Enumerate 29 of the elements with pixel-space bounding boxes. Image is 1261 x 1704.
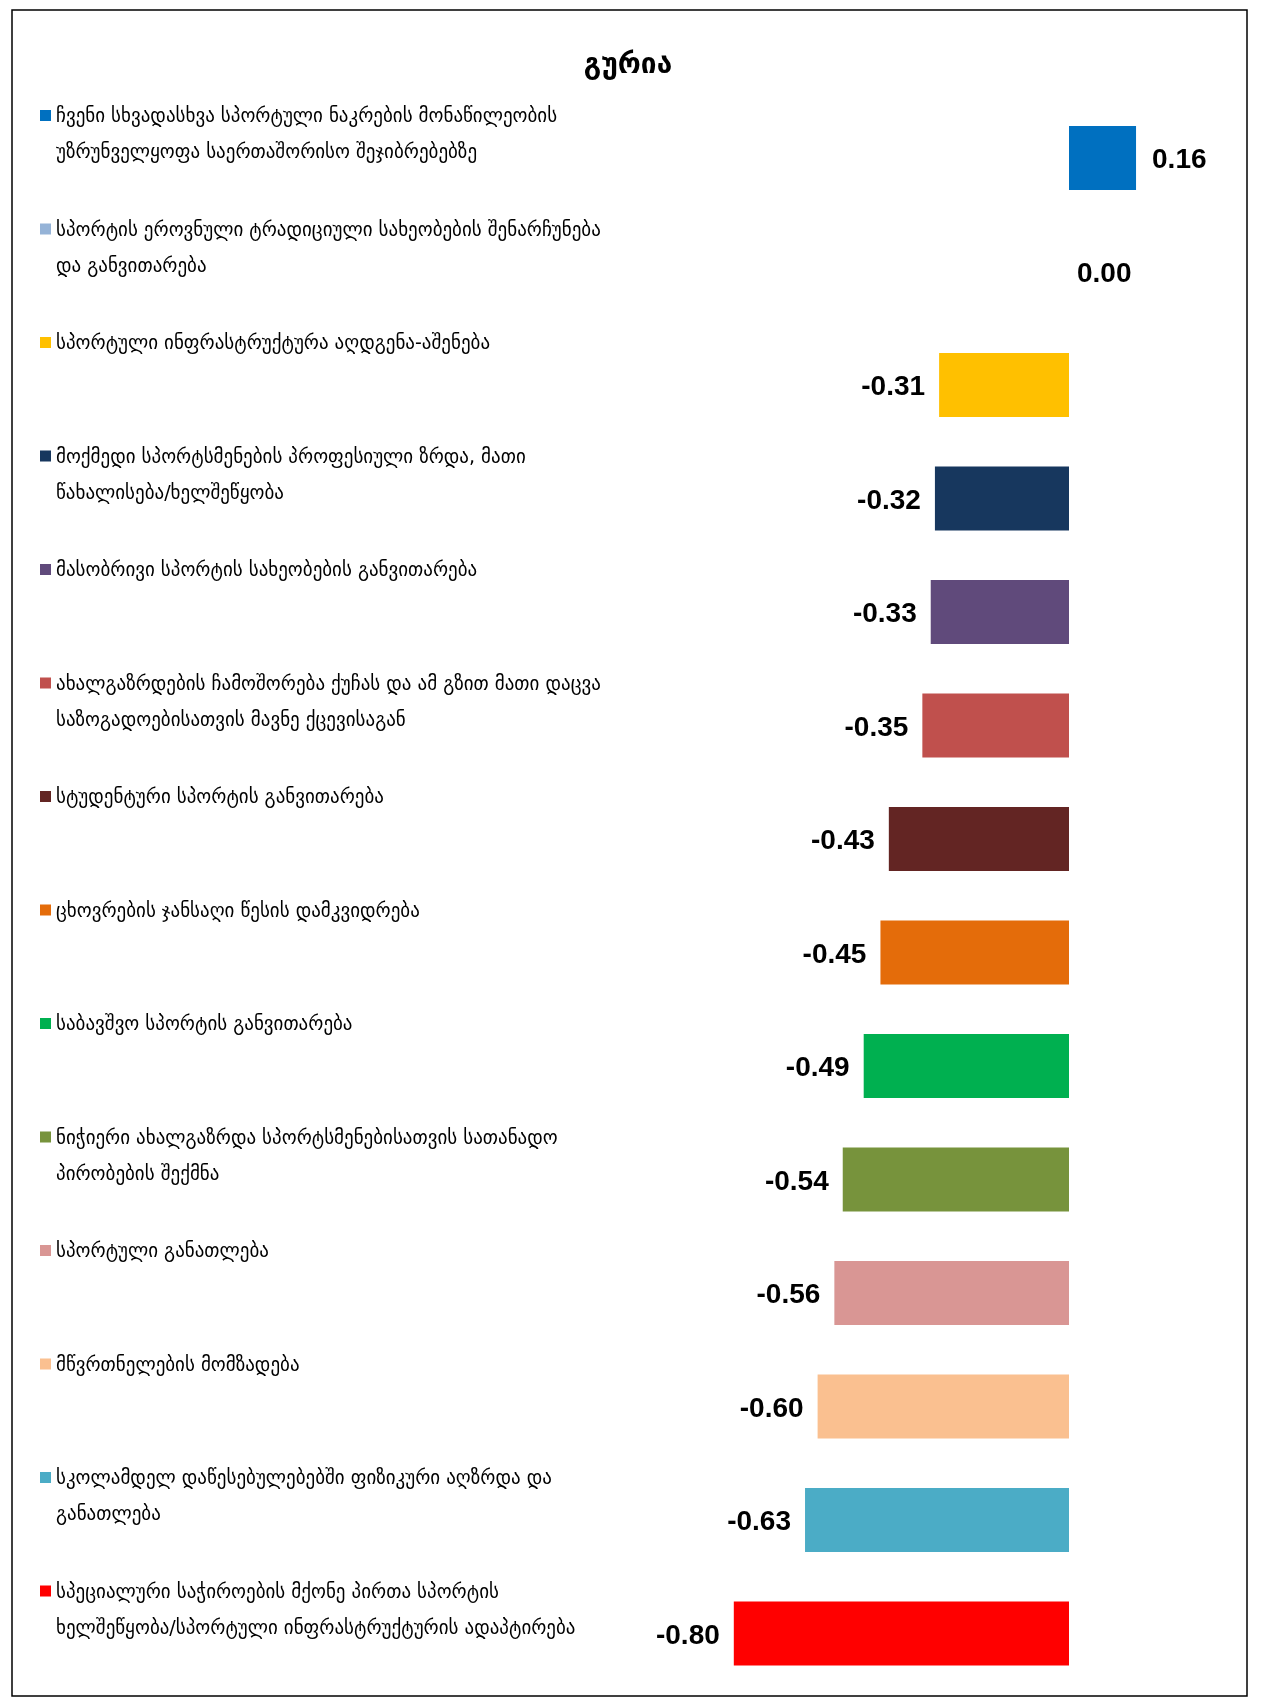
data-label: -0.35 xyxy=(844,710,909,742)
y-tick-label: სპეციალური საჭიროების მქონე პირთა სპორტის ხელშეწყობა/სპორტული ინფრასტრუქტურის ადაპტირება xyxy=(56,1579,576,1639)
y-tick-label: საბავშვო სპორტის განვითარება xyxy=(56,1012,353,1035)
y-tick-label: სპორტული ინფრასტრუქტურა აღდგენა-აშენება xyxy=(56,331,491,354)
y-tick-label: მასობრივი სპორტის სახეობების განვითარება xyxy=(56,558,478,581)
data-label: 0.00 xyxy=(1077,256,1132,288)
chart-title: გურია xyxy=(583,47,673,80)
data-label: -0.63 xyxy=(727,1505,792,1536)
data-label: -0.32 xyxy=(857,483,921,515)
data-label: -0.43 xyxy=(811,824,875,855)
data-label: 0.16 xyxy=(1152,143,1207,174)
y-tick-label: სკოლამდელ დაწესებულებებში ფიზიკური აღზრდა და განათლება xyxy=(56,1466,552,1525)
y-tick-label: სპორტული განათლება xyxy=(56,1239,269,1262)
data-label: -0.31 xyxy=(861,370,926,401)
y-tick-label: ახალგაზრდების ჩამოშორება ქუჩას და ამ გზით მათი დაცვა საზოგადოებისათვის მავნე ქცევისაგან xyxy=(56,671,601,731)
y-tick-label: სპორტის ეროვნული ტრადიციული სახეობების შენარჩუნება და განვითარება xyxy=(56,217,601,277)
data-label: -0.49 xyxy=(785,1051,850,1082)
data-label: -0.80 xyxy=(655,1618,720,1650)
y-tick-label: ცხოვრების ჯანსაღი წესის დამკვიდრება xyxy=(56,898,420,922)
data-label: -0.45 xyxy=(802,937,867,969)
y-tick-label: ჩვენი სხვადასხვა სპორტული ნაკრების მონაწილეობის უზრუნველყოფა საერთაშორისო შეჯიბრებებზე xyxy=(56,104,558,163)
y-tick-label: მოქმედი სპორტსმენების პროფესიული ზრდა, მათი წახალისება/ხელშეწყობა xyxy=(56,444,526,504)
data-label: -0.60 xyxy=(739,1391,804,1423)
y-tick-label: ნიჭიერი ახალგაზრდა სპორტსმენებისათვის სათანადო პირობების შექმნა xyxy=(56,1125,558,1185)
data-label: -0.54 xyxy=(764,1164,830,1196)
y-tick-label: მწვრთნელების მომზადება xyxy=(56,1352,300,1376)
data-label: -0.56 xyxy=(756,1278,821,1309)
data-label: -0.33 xyxy=(852,597,917,628)
y-tick-label: სტუდენტური სპორტის განვითარება xyxy=(56,785,384,808)
